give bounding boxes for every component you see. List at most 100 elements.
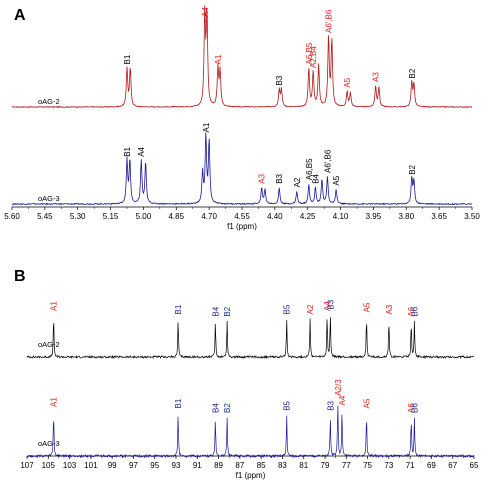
x-tick-label: 101 xyxy=(84,461,98,470)
spectrum-line xyxy=(11,132,473,206)
panel-b: B 107 105 103 101 99 97 95 93 91 89 87 85 83 81 79 77 75 7… xyxy=(14,268,479,480)
x-tick-label: 95 xyxy=(150,461,159,470)
peak-label: A4 xyxy=(338,395,347,405)
x-tick-label: 69 xyxy=(427,461,436,470)
x-tick-label: 5.15 xyxy=(103,212,119,221)
peak-label: A2 xyxy=(306,304,315,314)
spectrum-line xyxy=(11,5,473,109)
peak-label: B6 xyxy=(410,306,419,316)
peak-label: A6',B6 xyxy=(325,9,334,33)
x-tick-label: 91 xyxy=(193,461,202,470)
peak-label: B4 xyxy=(211,403,220,413)
peak-label: B1 xyxy=(123,54,132,64)
peak-label: B3 xyxy=(275,173,284,183)
x-tick-label: 5.30 xyxy=(70,212,86,221)
x-tick-label: 4.55 xyxy=(234,212,250,221)
x-tick-label: 3.65 xyxy=(431,212,447,221)
peak-label: A5 xyxy=(343,77,352,87)
x-tick-label: 83 xyxy=(278,461,287,470)
panel-letter-a: A xyxy=(14,7,26,24)
peak-label: A6,B5 xyxy=(305,42,314,64)
peak-label: A2,B4 xyxy=(309,46,318,68)
spectrum-line xyxy=(26,317,475,360)
peak-label: A4 xyxy=(201,7,210,17)
peak-label: A5 xyxy=(332,175,341,185)
peak-label: B5 xyxy=(283,304,292,314)
x-tick-label: 79 xyxy=(321,461,330,470)
x-tick-label: 75 xyxy=(363,461,372,470)
peak-label: A1 xyxy=(50,301,59,311)
x-tick-label: 3.95 xyxy=(366,212,382,221)
panel-letter-b: B xyxy=(14,268,26,285)
x-tick-label: 5.00 xyxy=(136,212,152,221)
peak-label: A3 xyxy=(372,72,381,82)
x-tick-label: 89 xyxy=(214,461,223,470)
series-label: oAG-2 xyxy=(38,97,60,106)
x-tick-label: 97 xyxy=(129,461,138,470)
peak-label: B6 xyxy=(410,403,419,413)
x-tick-label: 4.70 xyxy=(201,212,217,221)
peak-label: A1 xyxy=(214,54,223,64)
x-tick-label: 4.10 xyxy=(333,212,349,221)
peak-label: A1 xyxy=(50,397,59,407)
peak-label: A3 xyxy=(258,173,267,183)
peak-label: B1 xyxy=(174,304,183,314)
peak-label: A6,B5 xyxy=(305,158,314,180)
peak-label: B4 xyxy=(311,173,320,183)
x-tick-label: 67 xyxy=(448,461,457,470)
x-tick-label: 4.85 xyxy=(168,212,184,221)
peak-label: A6 xyxy=(407,306,416,316)
x-tick-label: 5.45 xyxy=(37,212,53,221)
x-tick-label: 65 xyxy=(470,461,479,470)
peak-label: B3 xyxy=(275,75,284,85)
series-label: oAG-3 xyxy=(38,439,60,448)
x-tick-label: 105 xyxy=(42,461,56,470)
peak-label: A5 xyxy=(363,302,372,312)
peak-label: A6',B6 xyxy=(323,149,332,173)
peak-label: A3 xyxy=(385,304,394,314)
x-tick-label: 73 xyxy=(384,461,393,470)
x-tick-label: 103 xyxy=(63,461,77,470)
x-tick-label: 71 xyxy=(406,461,415,470)
peak-label: A2 xyxy=(293,177,302,187)
x-tick-label: 4.25 xyxy=(300,212,316,221)
peak-label: B2 xyxy=(408,164,417,174)
panel-a: A 5.60 5.45 5.30 5.15 5.00 4.85 4.70 4.55 4.40 4.2… xyxy=(4,5,480,231)
peak-label: A6 xyxy=(407,403,416,413)
x-tick-label: 107 xyxy=(20,461,34,470)
spectrum-line xyxy=(26,405,475,459)
x-tick-label: 81 xyxy=(299,461,308,470)
peak-label: B2 xyxy=(223,403,232,413)
x-tick-label: 3.50 xyxy=(464,212,480,221)
x-axis-title: f1 (ppm) xyxy=(227,222,257,231)
x-axis-title: f1 (ppm) xyxy=(236,471,266,480)
peak-label: A2/3 xyxy=(334,379,343,396)
peak-label: B5 xyxy=(283,400,292,410)
x-tick-label: 3.80 xyxy=(398,212,414,221)
peak-label: B4 xyxy=(211,306,220,316)
peak-label: B3 xyxy=(326,299,335,309)
peak-label: B3 xyxy=(326,400,335,410)
x-tick-label: 87 xyxy=(235,461,244,470)
x-tick-label: 4.40 xyxy=(267,212,283,221)
series-label: oAG-3 xyxy=(38,194,60,203)
x-tick-label: 93 xyxy=(172,461,181,470)
x-tick-label: 85 xyxy=(257,461,266,470)
series-label: oAG-2 xyxy=(38,340,60,349)
x-tick-label: 99 xyxy=(108,461,117,470)
peak-label: B2 xyxy=(223,306,232,316)
peak-label: A4 xyxy=(323,301,332,311)
peak-label: A5 xyxy=(363,398,372,408)
peak-label: B1 xyxy=(123,146,132,156)
peak-label: A1 xyxy=(202,122,211,132)
peak-label: A4 xyxy=(137,146,146,156)
x-tick-label: 77 xyxy=(342,461,351,470)
peak-label: B2 xyxy=(408,68,417,78)
x-tick-label: 5.60 xyxy=(4,212,20,221)
peak-label: B1 xyxy=(174,398,183,408)
